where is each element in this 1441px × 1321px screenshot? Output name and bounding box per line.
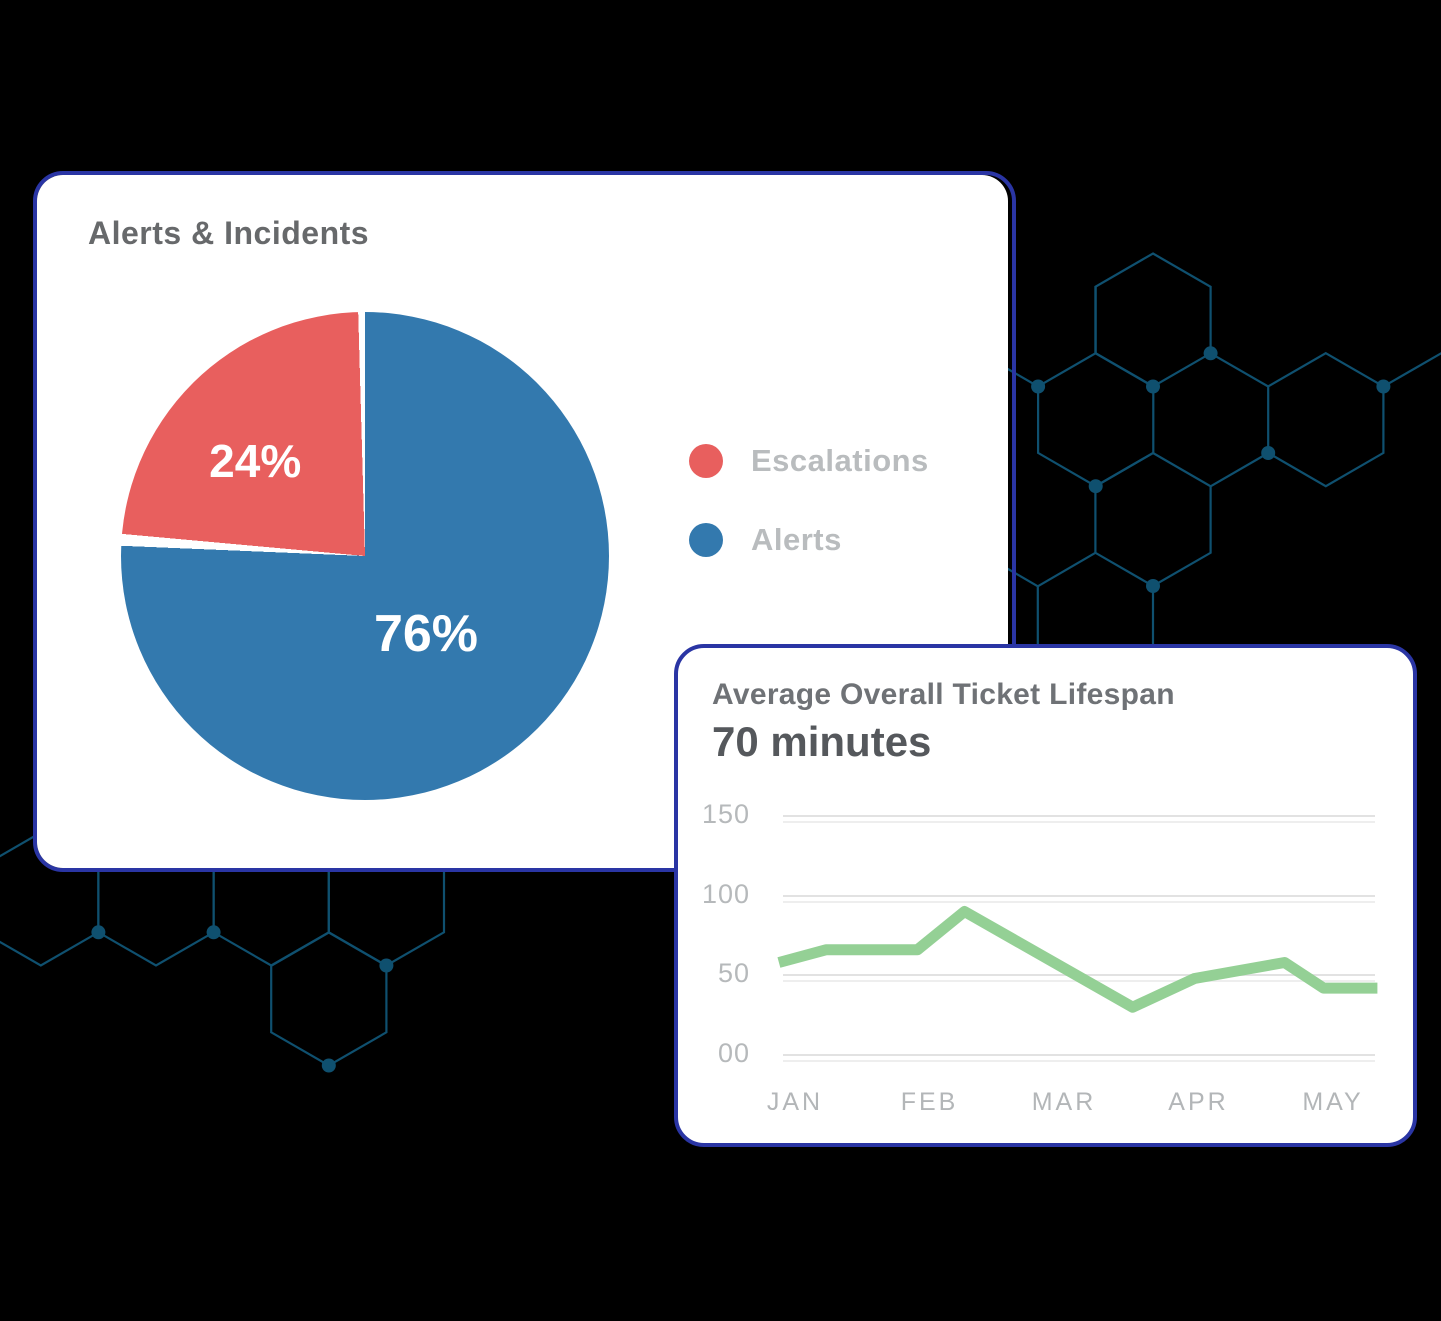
lifespan-line-chart: 150 100 50 00 JAN FEB MAR APR MAY [678, 648, 1413, 1143]
alerts-legend-label: Alerts [751, 522, 842, 557]
hexagon-node-dot-icon [206, 925, 221, 940]
x-axis-label: MAY [1302, 1088, 1364, 1116]
lifespan-card-title: Average Overall Ticket Lifespan [712, 678, 1175, 711]
x-axis-label: JAN [766, 1088, 824, 1116]
hexagon-outline-icon [1094, 451, 1212, 588]
hexagon-bond-line [1382, 352, 1441, 388]
x-axis-label: MAR [1031, 1088, 1097, 1116]
gridline [783, 894, 1375, 897]
hexagon-node-dot-icon [1031, 379, 1046, 394]
gridline [783, 814, 1375, 817]
alerts-percent-label: 76% [373, 605, 479, 664]
y-axis-label: 150 [701, 798, 750, 829]
hexagon-outline-icon [1036, 351, 1155, 488]
hexagon-bond-line [1037, 551, 1096, 588]
x-axis-label: APR [1168, 1088, 1229, 1116]
y-axis-label: 00 [717, 1038, 750, 1068]
gridline-shadow [783, 900, 1375, 903]
hexagon-node-dot-icon [1146, 579, 1160, 593]
legend-item-alerts: Alerts [689, 522, 842, 557]
hexagon-outline-icon [270, 931, 388, 1067]
gridline [783, 1054, 1375, 1056]
hexagon-node-dot-icon [1261, 446, 1276, 460]
hexagon-bond-line [1210, 352, 1269, 388]
legend-item-escalations: Escalations [689, 443, 929, 478]
x-axis-label: FEB [900, 1088, 959, 1116]
lifespan-line [777, 906, 1378, 1013]
hexagon-node-dot-icon [91, 925, 106, 940]
escalations-percent-label: 24% [209, 434, 302, 487]
hexagon-node-dot-icon [1203, 346, 1218, 361]
ticket-lifespan-card: Average Overall Ticket Lifespan 70 minut… [674, 644, 1417, 1147]
gridline-shadow [783, 1060, 1375, 1062]
hexagon-node-dot-icon [379, 958, 394, 973]
alerts-pie-chart: 24% 76% [121, 312, 609, 800]
hexagon-node-dot-icon [1146, 379, 1160, 394]
alerts-card-outline [33, 171, 1016, 872]
hexagon-node-dot-icon [1376, 379, 1391, 394]
escalations-legend-label: Escalations [751, 443, 929, 478]
alerts-legend-dot-icon [689, 523, 723, 557]
alerts-card-title: Alerts & Incidents [88, 215, 370, 251]
hexagon-node-dot-icon [1088, 479, 1103, 494]
y-axis-label: 100 [701, 878, 750, 909]
hexagon-node-dot-icon [321, 1058, 336, 1073]
y-axis-label: 50 [717, 958, 750, 989]
hexagon-outline-icon [1094, 252, 1212, 388]
hexagon-outline-icon [1267, 351, 1385, 488]
escalations-legend-dot-icon [689, 444, 723, 478]
lifespan-card-value: 70 minutes [712, 718, 932, 765]
gridline-shadow [783, 820, 1375, 823]
hexagon-bond-line [1210, 452, 1269, 488]
lifespan-line-svg [777, 906, 1378, 1013]
